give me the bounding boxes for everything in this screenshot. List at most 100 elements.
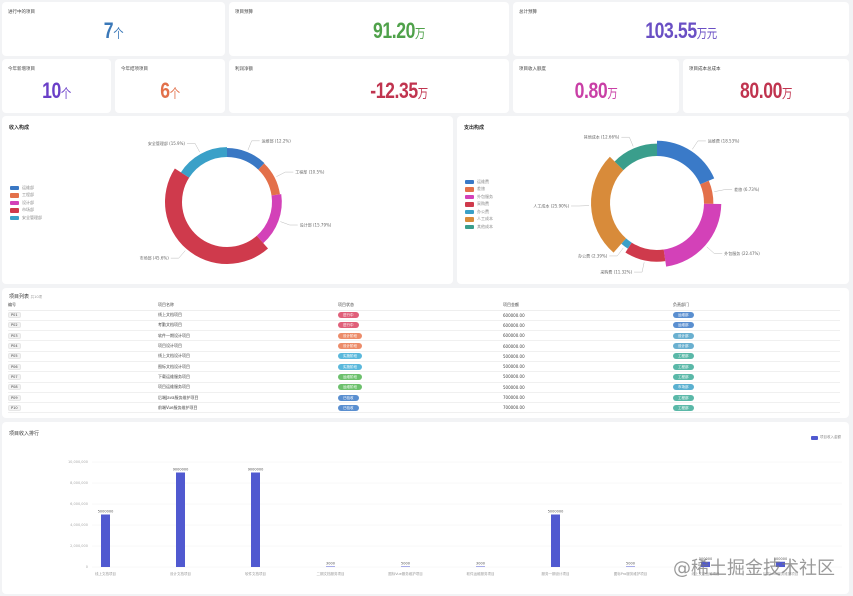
- dept-badge: 市场部: [673, 384, 694, 391]
- legend-label: 项目收入金额: [820, 435, 841, 439]
- income-slice[interactable]: [258, 163, 280, 196]
- bar[interactable]: [701, 561, 710, 567]
- table-row[interactable]: P01 线上文档项目 进行中 600000.00 运维部: [8, 310, 840, 321]
- bar-value-label: 500000: [699, 557, 712, 561]
- expense-slice[interactable]: [625, 242, 666, 262]
- stat-value: 103.55万元: [645, 18, 717, 43]
- bar[interactable]: [101, 514, 110, 568]
- expense-slice[interactable]: [657, 140, 715, 185]
- expense-slice-label: 外包服务 (22.47%): [724, 250, 760, 256]
- table-row[interactable]: P04 项目设计项目 设计阶段 600000.00 设计部: [8, 340, 840, 352]
- project-amount: 600000.00: [503, 322, 525, 328]
- table-row[interactable]: P10 前端Vue服务维护项目 已验收 700000.00 工程部: [8, 402, 840, 414]
- expense-slice[interactable]: [591, 156, 627, 253]
- expense-legend-item[interactable]: 差旅: [465, 186, 493, 194]
- income-slice[interactable]: [256, 194, 282, 244]
- legend-label: 外包服务: [477, 193, 493, 199]
- legend-swatch: [10, 193, 19, 198]
- income-legend-item[interactable]: 安全管理部: [10, 214, 42, 222]
- panel-title: 收入构成: [9, 125, 30, 131]
- project-name: 后端Java服务维护项目: [158, 394, 199, 400]
- status-badge: 进行中: [338, 312, 359, 319]
- card-ongoing-projects: 进行中的项目 7个: [2, 2, 225, 56]
- income-slice[interactable]: [227, 148, 265, 170]
- y-tick-label: 4,000,000: [70, 523, 88, 527]
- bar-value-label: 9000000: [173, 468, 189, 472]
- x-tick-label: 软件运维服务项目: [467, 571, 495, 576]
- legend-label: 其他成本: [477, 223, 493, 229]
- status-badge: 运维阶段: [338, 384, 362, 391]
- table-row[interactable]: P09 后端Java服务维护项目 已验收 700000.00 工程部: [8, 392, 840, 404]
- bar-legend[interactable]: 项目收入金额: [811, 435, 841, 440]
- table-row[interactable]: P06 图标文档设计项目 实施阶段 500000.00 工程部: [8, 361, 840, 373]
- expense-donut-chart: 运维费 (18.53%) 差旅 (6.73%) 外包服务 (22.47%) 采购费 (…: [533, 134, 760, 275]
- project-table: 编号 项目名称 项目状态 项目金额 负责部门 P01 线上文档项目 进行中 60000…: [8, 300, 840, 414]
- table-row[interactable]: P03 软件一期设计项目 设计阶段 600000.00 设计部: [8, 330, 840, 342]
- table-row[interactable]: P07 下载运维服务项目 运维阶段 500000.00 工程部: [8, 371, 840, 383]
- expense-label-line: [609, 247, 624, 257]
- stat-value: 80.00万: [739, 78, 793, 103]
- project-amount: 700000.00: [503, 395, 525, 401]
- project-amount: 700000.00: [503, 405, 525, 411]
- project-id: P09: [8, 394, 21, 401]
- expense-label-line: [692, 140, 706, 150]
- expense-slice[interactable]: [663, 203, 722, 267]
- table-row[interactable]: P02 考勤文档项目 进行中 600000.00 运维部: [8, 320, 840, 332]
- x-tick-label: 线上文档项目: [95, 571, 116, 576]
- status-badge: 设计阶段: [338, 332, 362, 339]
- income-label-line: [247, 140, 260, 151]
- expense-slice[interactable]: [614, 143, 657, 171]
- income-slice[interactable]: [180, 147, 227, 178]
- expense-legend-item[interactable]: 外包服务: [465, 193, 493, 201]
- column-header-id: 编号: [8, 300, 158, 311]
- income-legend-item[interactable]: 市场部: [10, 207, 42, 215]
- bar[interactable]: [476, 566, 485, 568]
- income-legend-item[interactable]: 工程部: [10, 192, 42, 200]
- stat-label: 项目预算: [235, 10, 253, 15]
- stat-value: 0.80万: [574, 78, 618, 103]
- stat-value: -12.35万: [370, 78, 428, 103]
- expense-slice[interactable]: [621, 238, 632, 249]
- legend-label: 人工成本: [477, 216, 493, 222]
- income-legend-item[interactable]: 设计部: [10, 199, 42, 207]
- expense-slice-label: 运维费 (18.53%): [708, 137, 740, 143]
- card-income: 项目收入额度 0.80万: [513, 59, 679, 113]
- expense-legend-item[interactable]: 采购费: [465, 201, 493, 209]
- expense-legend-item[interactable]: 办公费: [465, 208, 493, 216]
- bar[interactable]: [776, 561, 785, 567]
- bar[interactable]: [626, 566, 635, 568]
- income-label-line: [186, 143, 200, 153]
- bar-chart: 0 2,000,000 4,000,000 6,000,000 8,000,000 10,…: [68, 460, 842, 576]
- bar[interactable]: [551, 514, 560, 568]
- project-name: 图标文档设计项目: [158, 363, 190, 369]
- bar[interactable]: [401, 566, 410, 568]
- legend-label: 运维费: [477, 178, 489, 184]
- bar[interactable]: [326, 566, 335, 568]
- legend-label: 设计部: [22, 199, 34, 205]
- bar-value-label: 3000: [326, 562, 335, 566]
- table-row[interactable]: P08 项目运维服务项目 运维阶段 500000.00 市场部: [8, 382, 840, 393]
- expense-slice-label: 差旅 (6.73%): [734, 186, 760, 192]
- stat-value: 91.20万: [372, 18, 426, 43]
- bar[interactable]: [251, 472, 260, 568]
- status-badge: 进行中: [338, 322, 359, 329]
- legend-label: 采购费: [477, 201, 489, 207]
- card-total-cost: 项目成本总成本 80.00万: [683, 59, 849, 113]
- x-tick-label: 服务一期设计项目: [542, 571, 570, 576]
- panel-title: 支出构成: [464, 125, 485, 131]
- expense-legend-item[interactable]: 其他成本: [465, 223, 493, 231]
- panel-title: 项目收入排行: [9, 431, 40, 437]
- legend-swatch: [10, 200, 19, 205]
- expense-slice[interactable]: [700, 180, 714, 204]
- income-slice[interactable]: [164, 168, 269, 265]
- income-legend-item[interactable]: 运维部: [10, 184, 42, 192]
- expense-legend-item[interactable]: 运维费: [465, 178, 493, 186]
- project-name: 考勤文档项目: [158, 322, 182, 328]
- income-slice-label: 运维部 (12.2%): [262, 137, 292, 143]
- expense-legend-item[interactable]: 人工成本: [465, 216, 493, 224]
- income-label-line: [280, 221, 298, 226]
- stat-label: 今年结项项目: [121, 67, 148, 72]
- income-label-line: [276, 171, 294, 177]
- table-row[interactable]: P05 线上文档设计项目 实施阶段 500000.00 工程部: [8, 351, 840, 362]
- bar[interactable]: [176, 472, 185, 568]
